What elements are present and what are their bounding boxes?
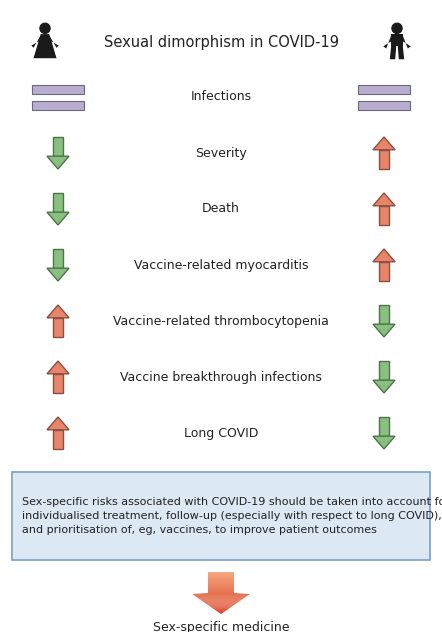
Polygon shape [379, 305, 389, 324]
Text: Long COVID: Long COVID [184, 427, 258, 439]
Polygon shape [208, 590, 234, 591]
Polygon shape [373, 137, 395, 150]
Polygon shape [208, 589, 234, 590]
Polygon shape [50, 35, 59, 48]
Polygon shape [209, 605, 233, 607]
Polygon shape [208, 585, 234, 586]
Text: Vaccine-related thrombocytopenia: Vaccine-related thrombocytopenia [113, 315, 329, 327]
Polygon shape [47, 268, 69, 281]
Polygon shape [208, 591, 234, 592]
Polygon shape [202, 600, 240, 602]
Polygon shape [200, 599, 242, 600]
Polygon shape [210, 607, 232, 608]
Polygon shape [379, 361, 389, 380]
Polygon shape [208, 586, 234, 588]
Polygon shape [213, 609, 229, 610]
Polygon shape [379, 417, 389, 436]
Polygon shape [208, 592, 234, 593]
Polygon shape [403, 35, 411, 49]
Polygon shape [373, 380, 395, 393]
Polygon shape [208, 588, 234, 589]
Polygon shape [373, 436, 395, 449]
Polygon shape [373, 324, 395, 337]
Polygon shape [192, 594, 250, 595]
Polygon shape [208, 575, 234, 576]
Polygon shape [47, 156, 69, 169]
Polygon shape [398, 46, 404, 59]
Bar [358, 85, 410, 94]
Polygon shape [208, 573, 234, 574]
Polygon shape [390, 46, 396, 59]
Polygon shape [383, 35, 391, 49]
Text: Vaccine-related myocarditis: Vaccine-related myocarditis [134, 258, 308, 272]
Polygon shape [204, 602, 238, 604]
Polygon shape [391, 34, 403, 46]
Polygon shape [212, 608, 230, 609]
Polygon shape [47, 212, 69, 225]
Polygon shape [47, 361, 69, 374]
Polygon shape [218, 612, 224, 613]
Text: Infections: Infections [191, 90, 251, 104]
Polygon shape [194, 595, 248, 596]
Text: Death: Death [202, 202, 240, 216]
Polygon shape [208, 576, 234, 577]
Polygon shape [53, 318, 63, 337]
Polygon shape [47, 305, 69, 318]
Text: Severity: Severity [195, 147, 247, 159]
Polygon shape [195, 596, 247, 597]
Text: Sexual dimorphism in COVID-19: Sexual dimorphism in COVID-19 [103, 35, 339, 49]
Polygon shape [217, 611, 225, 612]
Polygon shape [373, 249, 395, 262]
Polygon shape [208, 574, 234, 575]
Polygon shape [208, 577, 234, 578]
FancyBboxPatch shape [12, 472, 430, 560]
Bar [32, 85, 84, 94]
Polygon shape [208, 580, 234, 581]
Polygon shape [31, 35, 41, 48]
Polygon shape [379, 206, 389, 225]
Bar [358, 100, 410, 109]
Polygon shape [53, 374, 63, 393]
Polygon shape [197, 597, 245, 599]
Polygon shape [379, 150, 389, 169]
Circle shape [40, 23, 50, 33]
Polygon shape [220, 613, 222, 614]
Polygon shape [34, 34, 57, 58]
Polygon shape [53, 137, 63, 156]
Polygon shape [53, 193, 63, 212]
Polygon shape [208, 583, 234, 585]
Bar [32, 100, 84, 109]
Text: Sex-specific risks associated with COVID-19 should be taken into account for
ind: Sex-specific risks associated with COVID… [22, 497, 442, 535]
Polygon shape [192, 593, 250, 594]
Polygon shape [53, 249, 63, 268]
Text: Sex-specific medicine: Sex-specific medicine [153, 621, 289, 632]
Polygon shape [208, 581, 234, 583]
Polygon shape [206, 604, 236, 605]
Polygon shape [208, 572, 234, 573]
Polygon shape [379, 262, 389, 281]
Circle shape [392, 23, 402, 33]
Polygon shape [215, 610, 227, 611]
Text: Vaccine breakthrough infections: Vaccine breakthrough infections [120, 370, 322, 384]
Polygon shape [47, 417, 69, 430]
Polygon shape [373, 193, 395, 206]
Polygon shape [208, 578, 234, 580]
Polygon shape [53, 430, 63, 449]
